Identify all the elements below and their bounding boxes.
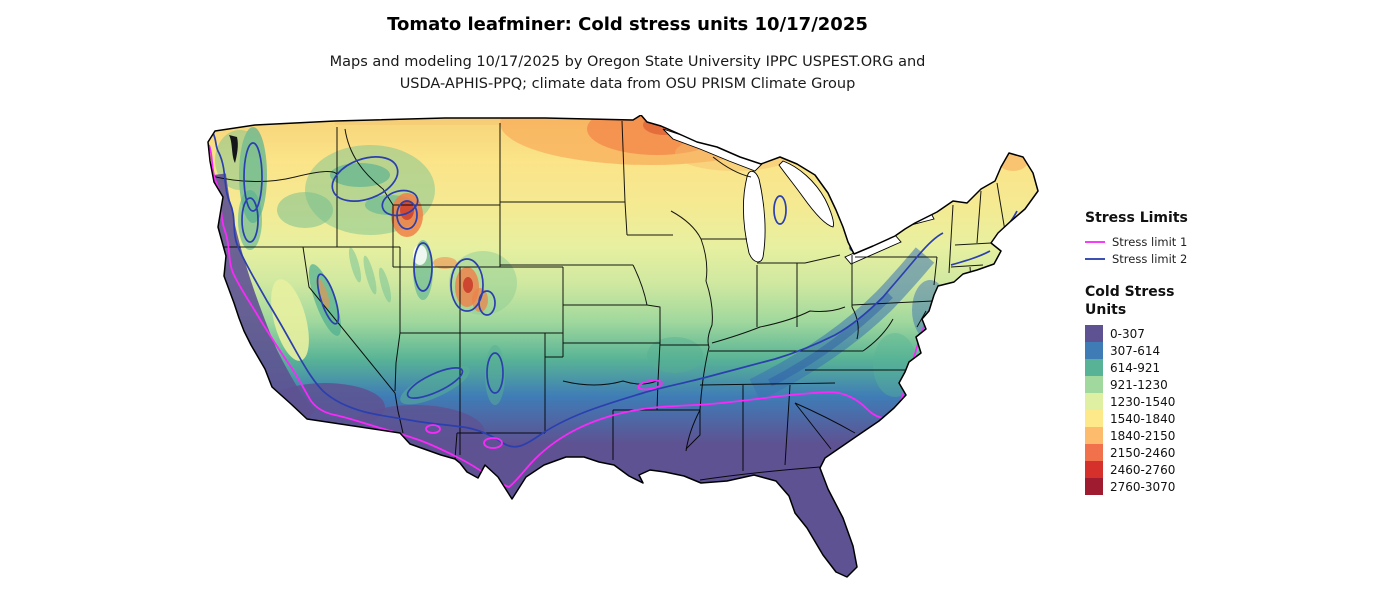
lake-huron xyxy=(778,160,834,228)
legend-bin-label: 2460-2760 xyxy=(1110,462,1176,477)
legend-color-swatch xyxy=(1085,410,1103,427)
stress-limit-1-color-sample xyxy=(1085,240,1105,243)
lake-michigan xyxy=(742,170,766,263)
legend-color-swatch xyxy=(1085,325,1103,342)
legend-bin: 0-307 xyxy=(1085,325,1235,342)
subtitle-line-2: USDA-APHIS-PPQ; climate data from OSU PR… xyxy=(399,76,856,93)
us-outline xyxy=(207,114,1039,578)
page-title: Tomato leafminer: Cold stress units 10/1… xyxy=(387,14,868,35)
legend-color-swatch xyxy=(1085,342,1103,359)
cold-stress-title-line-1: Cold Stress xyxy=(1085,284,1175,300)
stress-limits-title: Stress Limits xyxy=(1085,210,1188,226)
legend-bin-label: 1540-1840 xyxy=(1110,411,1176,426)
subtitle: Maps and modeling 10/17/2025 by Oregon S… xyxy=(225,51,1030,96)
map-svg xyxy=(207,114,1039,578)
stress-limit-2-label: Stress limit 2 xyxy=(1112,251,1188,266)
legend-bin-label: 1840-2150 xyxy=(1110,428,1176,443)
legend-color-swatch xyxy=(1085,461,1103,478)
cold-stress-title-line-2: Units xyxy=(1085,302,1127,318)
legend-color-swatch xyxy=(1085,478,1103,495)
subtitle-line-1: Maps and modeling 10/17/2025 by Oregon S… xyxy=(329,54,926,70)
header: Tomato leafminer: Cold stress units 10/1… xyxy=(225,14,1030,96)
legend-bin-label: 2150-2460 xyxy=(1110,445,1176,460)
map-fill-layers xyxy=(208,115,1038,577)
legend-bin-label: 921-1230 xyxy=(1110,377,1168,392)
legend-bin-label: 0-307 xyxy=(1110,326,1145,341)
legend-color-swatch xyxy=(1085,376,1103,393)
puget-sound xyxy=(229,135,238,163)
legend-bin: 2760-3070 xyxy=(1085,478,1235,495)
legend-color-swatch xyxy=(1085,427,1103,444)
legend-bin: 1230-1540 xyxy=(1085,393,1235,410)
legend-bin: 921-1230 xyxy=(1085,376,1235,393)
legend-color-swatch xyxy=(1085,393,1103,410)
legend-bin: 614-921 xyxy=(1085,359,1235,376)
legend-bin: 2150-2460 xyxy=(1085,444,1235,461)
cold-stress-units-title: Cold Stress Units xyxy=(1085,283,1235,319)
legend-bin-label: 1230-1540 xyxy=(1110,394,1176,409)
stress-limit-2-color-sample xyxy=(1085,257,1105,260)
legend-item-stress-limit-1: Stress limit 1 xyxy=(1085,233,1235,250)
legend-bin-label: 2760-3070 xyxy=(1110,479,1176,494)
legend-item-stress-limit-2: Stress limit 2 xyxy=(1085,250,1235,267)
legend-color-swatch xyxy=(1085,359,1103,376)
legend-bin-label: 614-921 xyxy=(1110,360,1161,375)
legend-bin: 307-614 xyxy=(1085,342,1235,359)
us-cold-stress-map xyxy=(195,114,1057,585)
legend: Stress Limits Stress limit 1 Stress limi… xyxy=(1085,210,1235,495)
legend-bin-label: 307-614 xyxy=(1110,343,1161,358)
legend-color-swatch xyxy=(1085,444,1103,461)
cold-stress-colorbar: 0-307 307-614 614-921 921-1230 1230-1540… xyxy=(1085,325,1235,495)
legend-bin: 1840-2150 xyxy=(1085,427,1235,444)
legend-bin: 1540-1840 xyxy=(1085,410,1235,427)
legend-bin: 2460-2760 xyxy=(1085,461,1235,478)
stress-limit-1-label: Stress limit 1 xyxy=(1112,234,1188,249)
